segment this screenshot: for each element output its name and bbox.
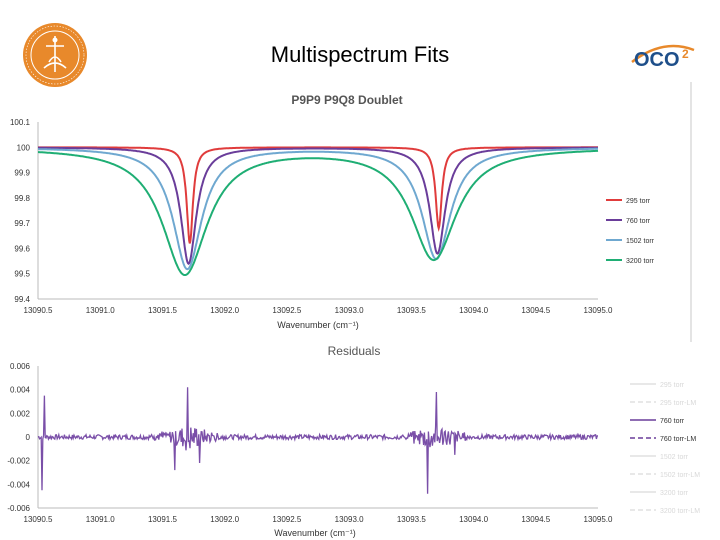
doublet-series-line xyxy=(38,146,598,266)
residuals-x-tick-label: 13092.5 xyxy=(272,515,301,524)
residuals-chart: Residuals 0.006 0.004 0.002 0 -0.002 -0.004 -0… xyxy=(7,344,700,538)
slide-title: Multispectrum Fits xyxy=(270,42,450,67)
doublet-x-tick-label: 13093.0 xyxy=(335,306,364,315)
doublet-chart-title: P9P9 P9Q8 Doublet xyxy=(291,93,402,107)
frame-divider xyxy=(690,82,692,342)
residuals-x-tick-label: 13090.5 xyxy=(24,515,53,524)
residuals-x-tick-label: 13091.0 xyxy=(86,515,115,524)
residuals-legend-label: 3200 torr-LM xyxy=(660,508,700,515)
doublet-legend-label: 295 torr xyxy=(626,198,651,205)
residuals-legend-label: 3200 torr xyxy=(660,490,689,497)
doublet-x-axis-label: Wavenumber (cm⁻¹) xyxy=(277,320,358,330)
doublet-y-tick-label: 99.8 xyxy=(14,194,30,203)
doublet-series-line xyxy=(38,149,599,276)
doublet-chart: P9P9 P9Q8 Doublet 100.1 100 99.9 99.8 99.7 99… xyxy=(10,93,655,330)
residuals-legend-label: 1502 torr-LM xyxy=(660,472,700,479)
doublet-x-tick-label: 13092.0 xyxy=(210,306,239,315)
residuals-y-tick-label: 0 xyxy=(26,433,31,442)
doublet-legend-label: 3200 torr xyxy=(626,258,655,265)
residuals-legend-label: 1502 torr xyxy=(660,454,689,461)
doublet-legend-label: 760 torr xyxy=(626,218,651,225)
residuals-x-axis-label: Wavenumber (cm⁻¹) xyxy=(274,528,355,538)
doublet-x-tick-label: 13091.5 xyxy=(148,306,177,315)
residuals-legend-label: 760 torr xyxy=(660,418,685,425)
doublet-y-tick-label: 99.6 xyxy=(14,244,30,253)
residuals-x-tick-label: 13091.5 xyxy=(148,515,177,524)
doublet-series-line xyxy=(38,147,598,271)
doublet-x-tick-label: 13093.5 xyxy=(397,306,426,315)
doublet-x-tick-label: 13090.5 xyxy=(24,306,53,315)
doublet-x-tick-label: 13094.0 xyxy=(459,306,488,315)
residuals-x-tick-label: 13092.0 xyxy=(210,515,239,524)
doublet-y-tick-label: 99.9 xyxy=(14,169,30,178)
residuals-series-line xyxy=(37,387,598,494)
residuals-chart-title: Residuals xyxy=(328,344,381,358)
doublet-legend-label: 1502 torr xyxy=(626,238,655,245)
residuals-x-tick-label: 13094.0 xyxy=(459,515,488,524)
residuals-legend-label: 295 torr xyxy=(660,382,685,389)
residuals-y-tick-label: 0.002 xyxy=(10,409,31,418)
doublet-y-tick-label: 99.7 xyxy=(14,219,30,228)
svg-text:2: 2 xyxy=(682,47,689,61)
doublet-y-tick-label: 99.5 xyxy=(14,270,30,279)
doublet-y-tick-label: 100 xyxy=(17,143,31,152)
doublet-y-tick-label: 100.1 xyxy=(10,118,31,127)
doublet-series-line xyxy=(38,146,598,244)
residuals-y-tick-label: -0.006 xyxy=(7,504,30,513)
residuals-y-tick-label: 0.004 xyxy=(10,386,31,395)
doublet-x-tick-label: 13095.0 xyxy=(584,306,613,315)
residuals-legend-label: 295 torr-LM xyxy=(660,400,696,407)
doublet-x-tick-label: 13092.5 xyxy=(272,306,301,315)
residuals-x-tick-label: 13095.0 xyxy=(584,515,613,524)
residuals-x-tick-label: 13093.5 xyxy=(397,515,426,524)
residuals-legend-label: 760 torr-LM xyxy=(660,436,696,443)
residuals-y-tick-label: 0.006 xyxy=(10,362,31,371)
doublet-x-tick-label: 13094.5 xyxy=(521,306,550,315)
doublet-x-tick-label: 13091.0 xyxy=(86,306,115,315)
svg-text:OCO: OCO xyxy=(634,49,680,71)
residuals-x-tick-label: 13093.0 xyxy=(335,515,364,524)
university-seal-logo xyxy=(23,23,87,87)
residuals-x-tick-label: 13094.5 xyxy=(521,515,550,524)
residuals-y-tick-label: -0.002 xyxy=(7,457,30,466)
oco2-logo: OCO 2 xyxy=(631,44,695,71)
doublet-y-tick-label: 99.4 xyxy=(14,295,30,304)
residuals-y-tick-label: -0.004 xyxy=(7,480,30,489)
